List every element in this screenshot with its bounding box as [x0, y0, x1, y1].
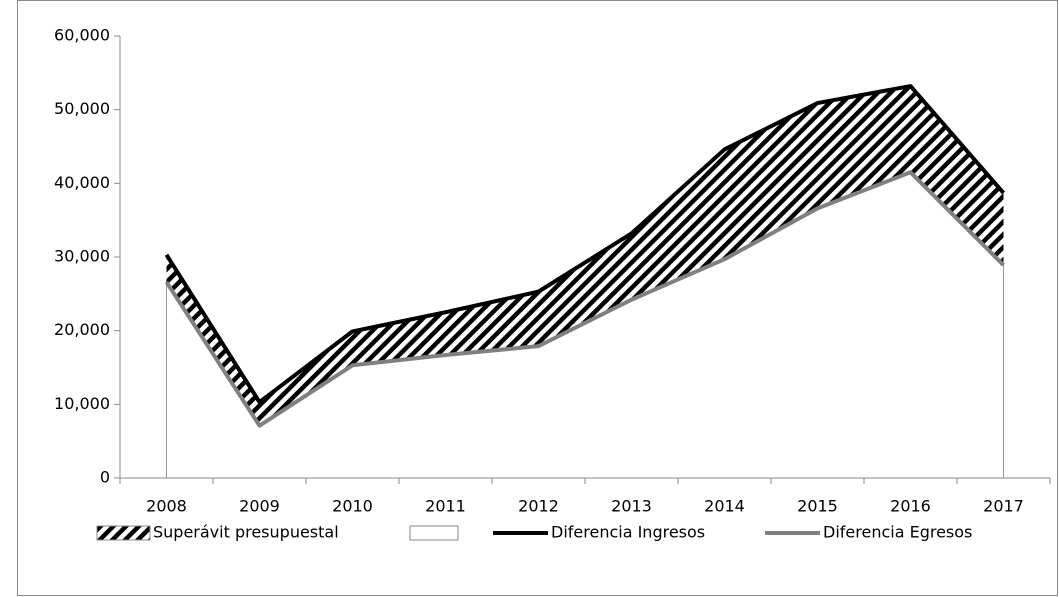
legend-label: Superávit presupuestal — [153, 523, 339, 542]
legend-label: Diferencia Egresos — [823, 523, 972, 542]
y-tick-label: 50,000 — [54, 99, 110, 118]
x-tick-label: 2013 — [611, 497, 652, 516]
y-tick-label: 40,000 — [54, 173, 110, 192]
x-tick-label: 2014 — [704, 497, 745, 516]
x-tick-label: 2008 — [146, 497, 187, 516]
y-tick-label: 10,000 — [54, 394, 110, 413]
area — [166, 86, 1004, 426]
x-tick-label: 2009 — [239, 497, 280, 516]
x-tick-label: 2012 — [518, 497, 559, 516]
legend-swatch — [409, 525, 459, 541]
x-tick-label: 2010 — [332, 497, 373, 516]
y-tick-label: 0 — [100, 468, 110, 487]
y-tick-label: 20,000 — [54, 320, 110, 339]
line — [164, 84, 1006, 405]
x-tick-label: 2011 — [425, 497, 466, 516]
x-tick-label: 2017 — [983, 497, 1024, 516]
y-tick-label: 60,000 — [54, 26, 110, 45]
legend-label: Diferencia Ingresos — [551, 523, 705, 542]
x-tick-label: 2015 — [797, 497, 838, 516]
x-tick-label: 2016 — [890, 497, 931, 516]
line — [164, 170, 1005, 428]
legend-swatch — [96, 525, 151, 541]
y-tick-label: 30,000 — [54, 247, 110, 266]
